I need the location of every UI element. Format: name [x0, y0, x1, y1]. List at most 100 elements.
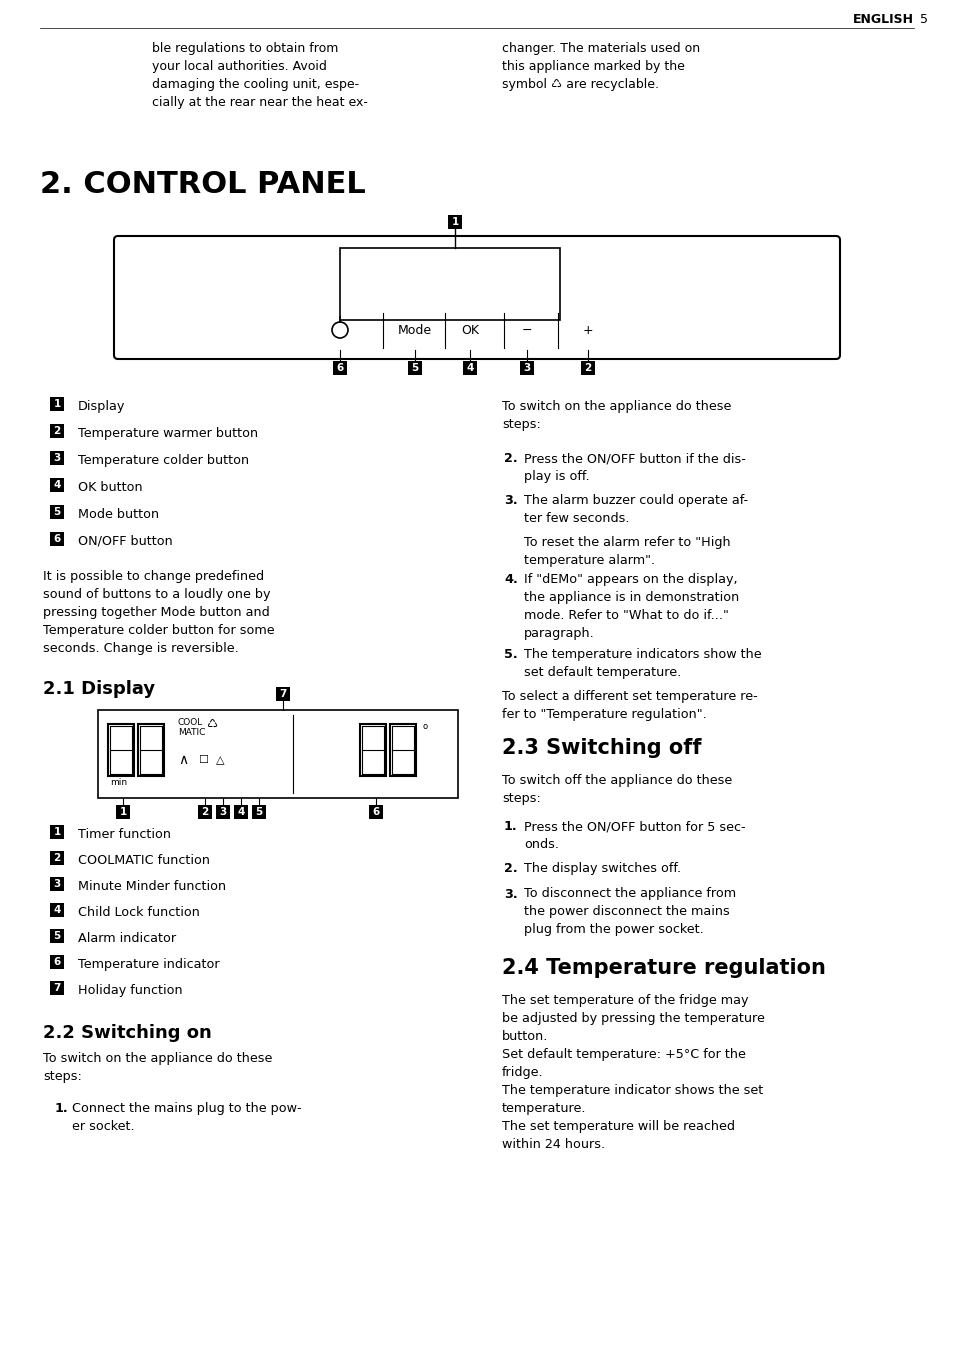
Bar: [215, 804, 230, 819]
Text: 1.: 1.: [503, 821, 517, 833]
Bar: [50, 452, 64, 465]
Text: COOLMATIC function: COOLMATIC function: [78, 854, 210, 867]
Text: If "dEMo" appears on the display,
the appliance is in demonstration
mode. Refer : If "dEMo" appears on the display, the ap…: [523, 573, 739, 639]
Text: 2. CONTROL PANEL: 2. CONTROL PANEL: [40, 170, 365, 199]
Text: 4: 4: [53, 904, 61, 915]
Text: Holiday function: Holiday function: [78, 984, 182, 996]
Bar: [359, 725, 386, 776]
Text: 3.: 3.: [503, 887, 517, 900]
Bar: [448, 215, 461, 228]
Text: 5: 5: [919, 14, 927, 26]
Text: Temperature colder button: Temperature colder button: [78, 454, 249, 466]
Text: ble regulations to obtain from
your local authorities. Avoid
damaging the coolin: ble regulations to obtain from your loca…: [152, 42, 368, 110]
Text: 5: 5: [53, 932, 61, 941]
Text: Mode button: Mode button: [78, 508, 159, 521]
Text: Press the ON/OFF button for 5 sec-
onds.: Press the ON/OFF button for 5 sec- onds.: [523, 821, 745, 850]
Text: 7: 7: [279, 690, 287, 699]
Text: ON/OFF button: ON/OFF button: [78, 535, 172, 548]
Bar: [369, 804, 382, 819]
Text: 1: 1: [53, 827, 61, 837]
Text: 7: 7: [53, 983, 61, 992]
Text: Child Lock function: Child Lock function: [78, 906, 200, 919]
Text: 6: 6: [53, 957, 61, 967]
Bar: [50, 425, 64, 438]
Bar: [50, 825, 64, 840]
Text: 2: 2: [53, 853, 61, 863]
Text: 3: 3: [523, 362, 530, 373]
Text: It is possible to change predefined
sound of buttons to a loudly one by
pressing: It is possible to change predefined soun…: [43, 571, 274, 654]
Text: 1.: 1.: [55, 1102, 69, 1115]
Text: 3: 3: [219, 807, 227, 817]
Text: 5.: 5.: [503, 648, 517, 661]
Text: 2.: 2.: [503, 863, 517, 875]
Text: o: o: [422, 722, 428, 731]
Bar: [519, 361, 534, 375]
Text: The temperature indicators show the
set default temperature.: The temperature indicators show the set …: [523, 648, 760, 679]
Text: 1: 1: [451, 218, 458, 227]
Text: min: min: [110, 777, 127, 787]
Text: 5: 5: [411, 362, 418, 373]
Text: △: △: [215, 754, 224, 765]
Text: 4: 4: [237, 807, 244, 817]
Text: Temperature indicator: Temperature indicator: [78, 959, 219, 971]
Bar: [198, 804, 212, 819]
Text: 4.: 4.: [503, 573, 517, 585]
Text: The set temperature of the fridge may
be adjusted by pressing the temperature
bu: The set temperature of the fridge may be…: [501, 994, 764, 1151]
Text: 2.2 Switching on: 2.2 Switching on: [43, 1023, 212, 1042]
Bar: [50, 982, 64, 995]
Bar: [50, 397, 64, 411]
Text: To switch on the appliance do these
steps:: To switch on the appliance do these step…: [43, 1052, 273, 1083]
Text: 4: 4: [466, 362, 474, 373]
Text: Display: Display: [78, 400, 125, 412]
Text: Connect the mains plug to the pow-
er socket.: Connect the mains plug to the pow- er so…: [71, 1102, 301, 1133]
Text: 3.: 3.: [503, 493, 517, 507]
Text: COOL
MATIC: COOL MATIC: [178, 718, 205, 737]
Bar: [252, 804, 266, 819]
Text: 6: 6: [372, 807, 379, 817]
FancyBboxPatch shape: [113, 237, 840, 360]
Bar: [462, 361, 476, 375]
Text: 2.: 2.: [503, 452, 517, 465]
Text: 2.1 Display: 2.1 Display: [43, 680, 155, 698]
Text: Minute Minder function: Minute Minder function: [78, 880, 226, 894]
Bar: [108, 725, 133, 776]
Text: Mode: Mode: [397, 323, 432, 337]
Text: 3: 3: [53, 453, 61, 462]
Text: 6: 6: [53, 534, 61, 544]
Text: ENGLISH: ENGLISH: [852, 14, 913, 26]
Bar: [50, 506, 64, 519]
Bar: [390, 725, 416, 776]
Text: Temperature warmer button: Temperature warmer button: [78, 427, 258, 439]
Bar: [233, 804, 248, 819]
Bar: [50, 929, 64, 942]
Text: changer. The materials used on
this appliance marked by the
symbol ♺ are recycla: changer. The materials used on this appl…: [501, 42, 700, 91]
Text: 2: 2: [201, 807, 209, 817]
Bar: [275, 687, 290, 700]
Text: ∧: ∧: [178, 753, 188, 767]
Bar: [138, 725, 164, 776]
Bar: [50, 479, 64, 492]
Text: 1: 1: [53, 399, 61, 410]
Bar: [98, 710, 457, 798]
Text: ♺: ♺: [206, 718, 217, 731]
Text: 2: 2: [53, 426, 61, 435]
Text: 2.3 Switching off: 2.3 Switching off: [501, 738, 700, 758]
Text: To disconnect the appliance from
the power disconnect the mains
plug from the po: To disconnect the appliance from the pow…: [523, 887, 736, 937]
Text: 4: 4: [53, 480, 61, 489]
Text: −: −: [521, 323, 532, 337]
Text: To switch off the appliance do these
steps:: To switch off the appliance do these ste…: [501, 773, 732, 804]
Text: +: +: [582, 323, 593, 337]
Text: 6: 6: [336, 362, 343, 373]
Text: Timer function: Timer function: [78, 827, 171, 841]
Text: 3: 3: [53, 879, 61, 890]
Text: OK: OK: [460, 323, 478, 337]
Text: Press the ON/OFF button if the dis-
play is off.: Press the ON/OFF button if the dis- play…: [523, 452, 745, 483]
Text: 1: 1: [119, 807, 127, 817]
Bar: [50, 955, 64, 969]
Bar: [116, 804, 130, 819]
Text: 5: 5: [255, 807, 262, 817]
Text: To select a different set temperature re-
fer to "Temperature regulation".: To select a different set temperature re…: [501, 690, 757, 721]
Bar: [50, 850, 64, 865]
Bar: [333, 361, 347, 375]
Bar: [50, 531, 64, 546]
